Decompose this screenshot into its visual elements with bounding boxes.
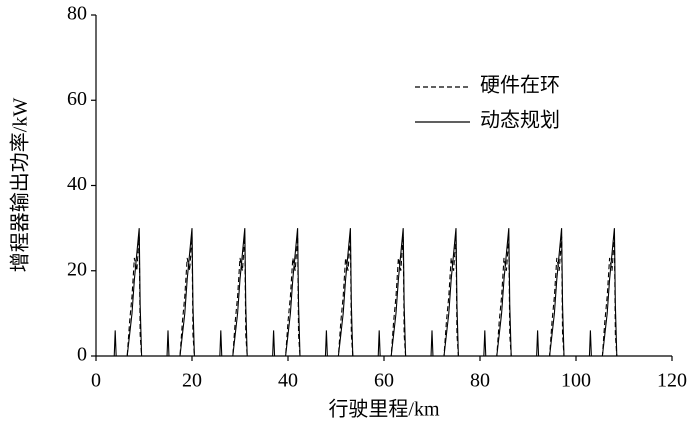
x-tick-label: 20 xyxy=(182,370,202,392)
y-tick-label: 0 xyxy=(77,344,87,366)
y-tick-label: 60 xyxy=(67,88,87,110)
series-line xyxy=(96,228,672,357)
x-tick-label: 40 xyxy=(278,370,298,392)
legend-label: 动态规划 xyxy=(480,109,560,132)
x-tick-label: 0 xyxy=(91,370,101,392)
y-axis-label: 增程器输出功率/kW xyxy=(9,98,32,273)
legend-label: 硬件在环 xyxy=(480,74,560,97)
x-tick-label: 100 xyxy=(561,370,591,392)
x-axis-label: 行驶里程/km xyxy=(328,398,440,421)
y-tick-label: 80 xyxy=(67,3,87,25)
x-tick-label: 120 xyxy=(657,370,687,392)
y-tick-label: 40 xyxy=(67,173,87,195)
x-tick-label: 60 xyxy=(374,370,394,392)
x-tick-label: 80 xyxy=(470,370,490,392)
y-tick-label: 20 xyxy=(67,258,87,280)
